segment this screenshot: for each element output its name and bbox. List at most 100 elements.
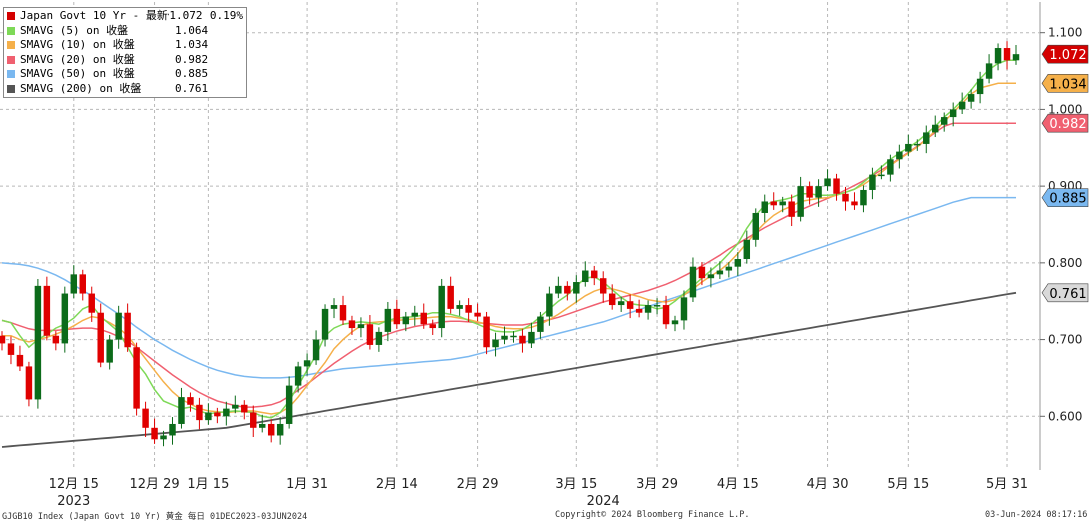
last-value-text: 1.034 bbox=[1049, 77, 1086, 92]
last-value-label: 0.885 bbox=[1041, 188, 1089, 207]
x-tick-label: 4月 30 bbox=[807, 477, 849, 492]
last-value-label: 0.761 bbox=[1041, 283, 1089, 303]
candle-body bbox=[510, 335, 517, 338]
candle-body bbox=[815, 186, 822, 198]
candle-body bbox=[241, 404, 248, 413]
candle-body bbox=[985, 63, 993, 79]
candle-body bbox=[626, 301, 634, 309]
candle-body bbox=[608, 293, 616, 306]
last-value-text: 0.885 bbox=[1049, 192, 1086, 207]
legend-row: Japan Govt 10 Yr - 最新價 1.072 0.19% bbox=[7, 9, 243, 24]
legend-series-value: 0.761 bbox=[175, 81, 209, 95]
footer-timestamp: 03-Jun-2024 08:17:16 bbox=[985, 510, 1088, 520]
legend-series-name: SMAVG (10) on 收盤 bbox=[20, 38, 135, 51]
candle-body bbox=[142, 408, 149, 428]
footer-index-label: GJGB10 Index (Japan Govt 10 Yr) 黄金 每日 01… bbox=[2, 512, 308, 522]
x-tick-label: 1月 31 bbox=[286, 477, 328, 492]
candle-body bbox=[34, 285, 42, 400]
candle-body bbox=[124, 312, 131, 348]
candle-body bbox=[106, 339, 113, 363]
candle-body bbox=[653, 305, 661, 307]
candle-body bbox=[537, 316, 544, 332]
candle-body bbox=[88, 293, 95, 313]
candle-body bbox=[375, 331, 383, 345]
candle-body bbox=[734, 259, 742, 267]
y-tick-label: 0.700 bbox=[1048, 333, 1082, 347]
candle-body bbox=[420, 312, 427, 325]
last-value-tag bbox=[1041, 74, 1089, 93]
candle-body bbox=[528, 331, 535, 344]
x-tick-label: 12月 15 bbox=[49, 477, 99, 492]
candle-body bbox=[61, 293, 69, 344]
candle-body bbox=[582, 270, 589, 283]
candle-body bbox=[555, 285, 562, 294]
legend-series-name: SMAVG (20) on 收盤 bbox=[20, 52, 135, 66]
legend-series-value: 0.885 bbox=[175, 67, 209, 80]
last-value-text: 1.072 bbox=[1049, 48, 1086, 63]
candle-body bbox=[402, 316, 410, 325]
candle-body bbox=[411, 312, 419, 317]
last-value-tag bbox=[1041, 113, 1089, 133]
candle-body bbox=[967, 94, 975, 102]
legend-series-name: Japan Govt 10 Yr - 最新價 bbox=[20, 9, 170, 22]
candle-body bbox=[205, 412, 212, 421]
candle-body bbox=[97, 312, 104, 363]
candle-body bbox=[196, 404, 203, 421]
y-tick-label: 0.800 bbox=[1048, 256, 1082, 270]
candle-body bbox=[680, 297, 688, 321]
candle-body bbox=[501, 335, 508, 340]
candle-body bbox=[617, 301, 625, 306]
candle-body bbox=[797, 186, 804, 217]
candle-body bbox=[43, 285, 51, 336]
legend-swatch bbox=[7, 26, 15, 35]
candle-body bbox=[465, 305, 472, 313]
candle-body bbox=[949, 109, 957, 118]
candle-body bbox=[232, 404, 239, 409]
candle-body bbox=[519, 335, 526, 344]
x-year-label: 2024 bbox=[587, 494, 620, 509]
candle-body bbox=[662, 305, 670, 325]
candle-body bbox=[994, 48, 1002, 64]
candle-body bbox=[366, 324, 374, 345]
x-tick-label: 2月 29 bbox=[457, 477, 499, 492]
x-tick-label: 5月 15 bbox=[887, 477, 929, 492]
candle-body bbox=[294, 366, 302, 386]
candle-body bbox=[456, 305, 463, 309]
legend-series-value: 1.064 bbox=[175, 23, 209, 37]
candle-body bbox=[474, 312, 481, 317]
candle-body bbox=[725, 266, 733, 271]
legend-series-value: 1.034 bbox=[175, 38, 209, 51]
legend-series-name: SMAVG (200) on 收盤 bbox=[20, 81, 142, 95]
legend-row: SMAVG (20) on 收盤 0.982 bbox=[7, 53, 243, 68]
candle-body bbox=[707, 274, 715, 279]
candle-body bbox=[330, 305, 338, 309]
candle-body bbox=[743, 239, 751, 260]
candle-body bbox=[905, 143, 912, 152]
candle-body bbox=[258, 423, 266, 428]
sma5-line bbox=[1, 59, 1016, 419]
candle-body bbox=[438, 285, 445, 329]
last-value-text: 0.761 bbox=[1049, 287, 1086, 302]
last-value-tag bbox=[1041, 188, 1089, 207]
footer-copyright: Copyright© 2024 Bloomberg Finance L.P. bbox=[555, 510, 750, 520]
candle-body bbox=[573, 282, 580, 294]
candle-body bbox=[7, 343, 15, 355]
candle-body bbox=[250, 412, 257, 428]
candle-body bbox=[689, 266, 697, 298]
candle-body bbox=[267, 423, 275, 436]
candle-body bbox=[824, 178, 831, 187]
candle-body bbox=[644, 305, 652, 313]
candle-body bbox=[393, 308, 401, 325]
candle-body bbox=[492, 339, 499, 348]
sma20-line bbox=[1, 122, 1016, 408]
candle-body bbox=[599, 278, 607, 294]
candle-body bbox=[79, 274, 86, 294]
last-value-tag bbox=[1041, 283, 1089, 303]
last-value-text: 0.982 bbox=[1049, 117, 1086, 132]
candle-body bbox=[671, 320, 679, 325]
last-value-label: 1.034 bbox=[1041, 74, 1089, 93]
candle-body bbox=[169, 423, 176, 436]
candle-body bbox=[833, 178, 840, 194]
candle-body bbox=[214, 412, 221, 417]
candle-body bbox=[1003, 48, 1011, 61]
